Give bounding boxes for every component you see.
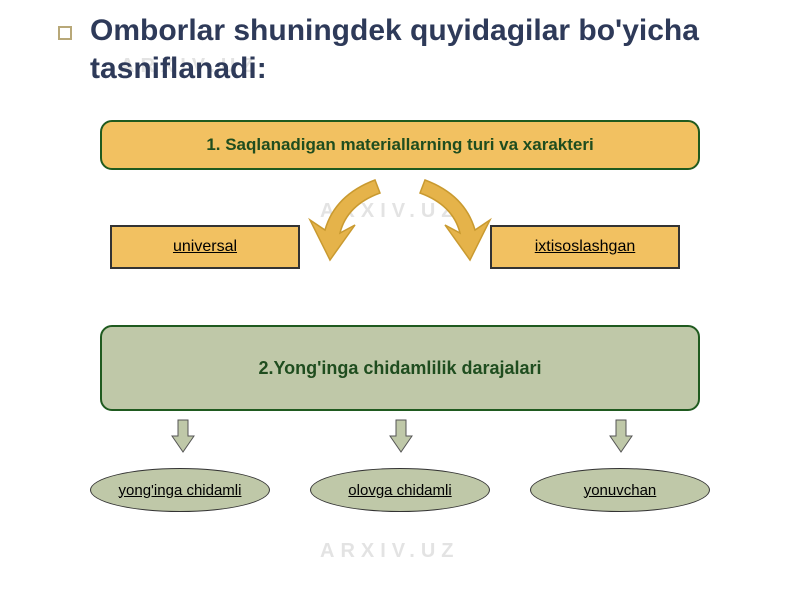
section2-child-2-label: olovga chidamli xyxy=(348,482,451,499)
down-arrow-icon xyxy=(170,418,196,454)
down-arrow-icon xyxy=(388,418,414,454)
section2-child-1: yong'inga chidamli xyxy=(90,468,270,512)
watermark: ARXIV.UZ xyxy=(320,540,460,563)
down-arrow-icon xyxy=(608,418,634,454)
section1-label: 1. Saqlanadigan materiallarning turi va … xyxy=(206,135,593,155)
section2-child-3: yonuvchan xyxy=(530,468,710,512)
title-bullet-icon xyxy=(58,26,72,40)
section2-box: 2.Yong'inga chidamlilik darajalari xyxy=(100,325,700,411)
section1-child-right: ixtisoslashgan xyxy=(490,225,680,269)
section1-child-left: universal xyxy=(110,225,300,269)
arrow-right-icon xyxy=(410,175,495,265)
section2-child-2: olovga chidamli xyxy=(310,468,490,512)
section2-child-3-label: yonuvchan xyxy=(584,482,657,499)
arrow-left-icon xyxy=(305,175,390,265)
section2-child-1-label: yong'inga chidamli xyxy=(119,482,242,499)
page-title: Omborlar shuningdek quyidagilar bo'yicha… xyxy=(90,12,730,87)
section2-label: 2.Yong'inga chidamlilik darajalari xyxy=(258,358,541,379)
section1-box: 1. Saqlanadigan materiallarning turi va … xyxy=(100,120,700,170)
section1-child-right-label: ixtisoslashgan xyxy=(535,238,636,256)
section1-child-left-label: universal xyxy=(173,238,237,256)
